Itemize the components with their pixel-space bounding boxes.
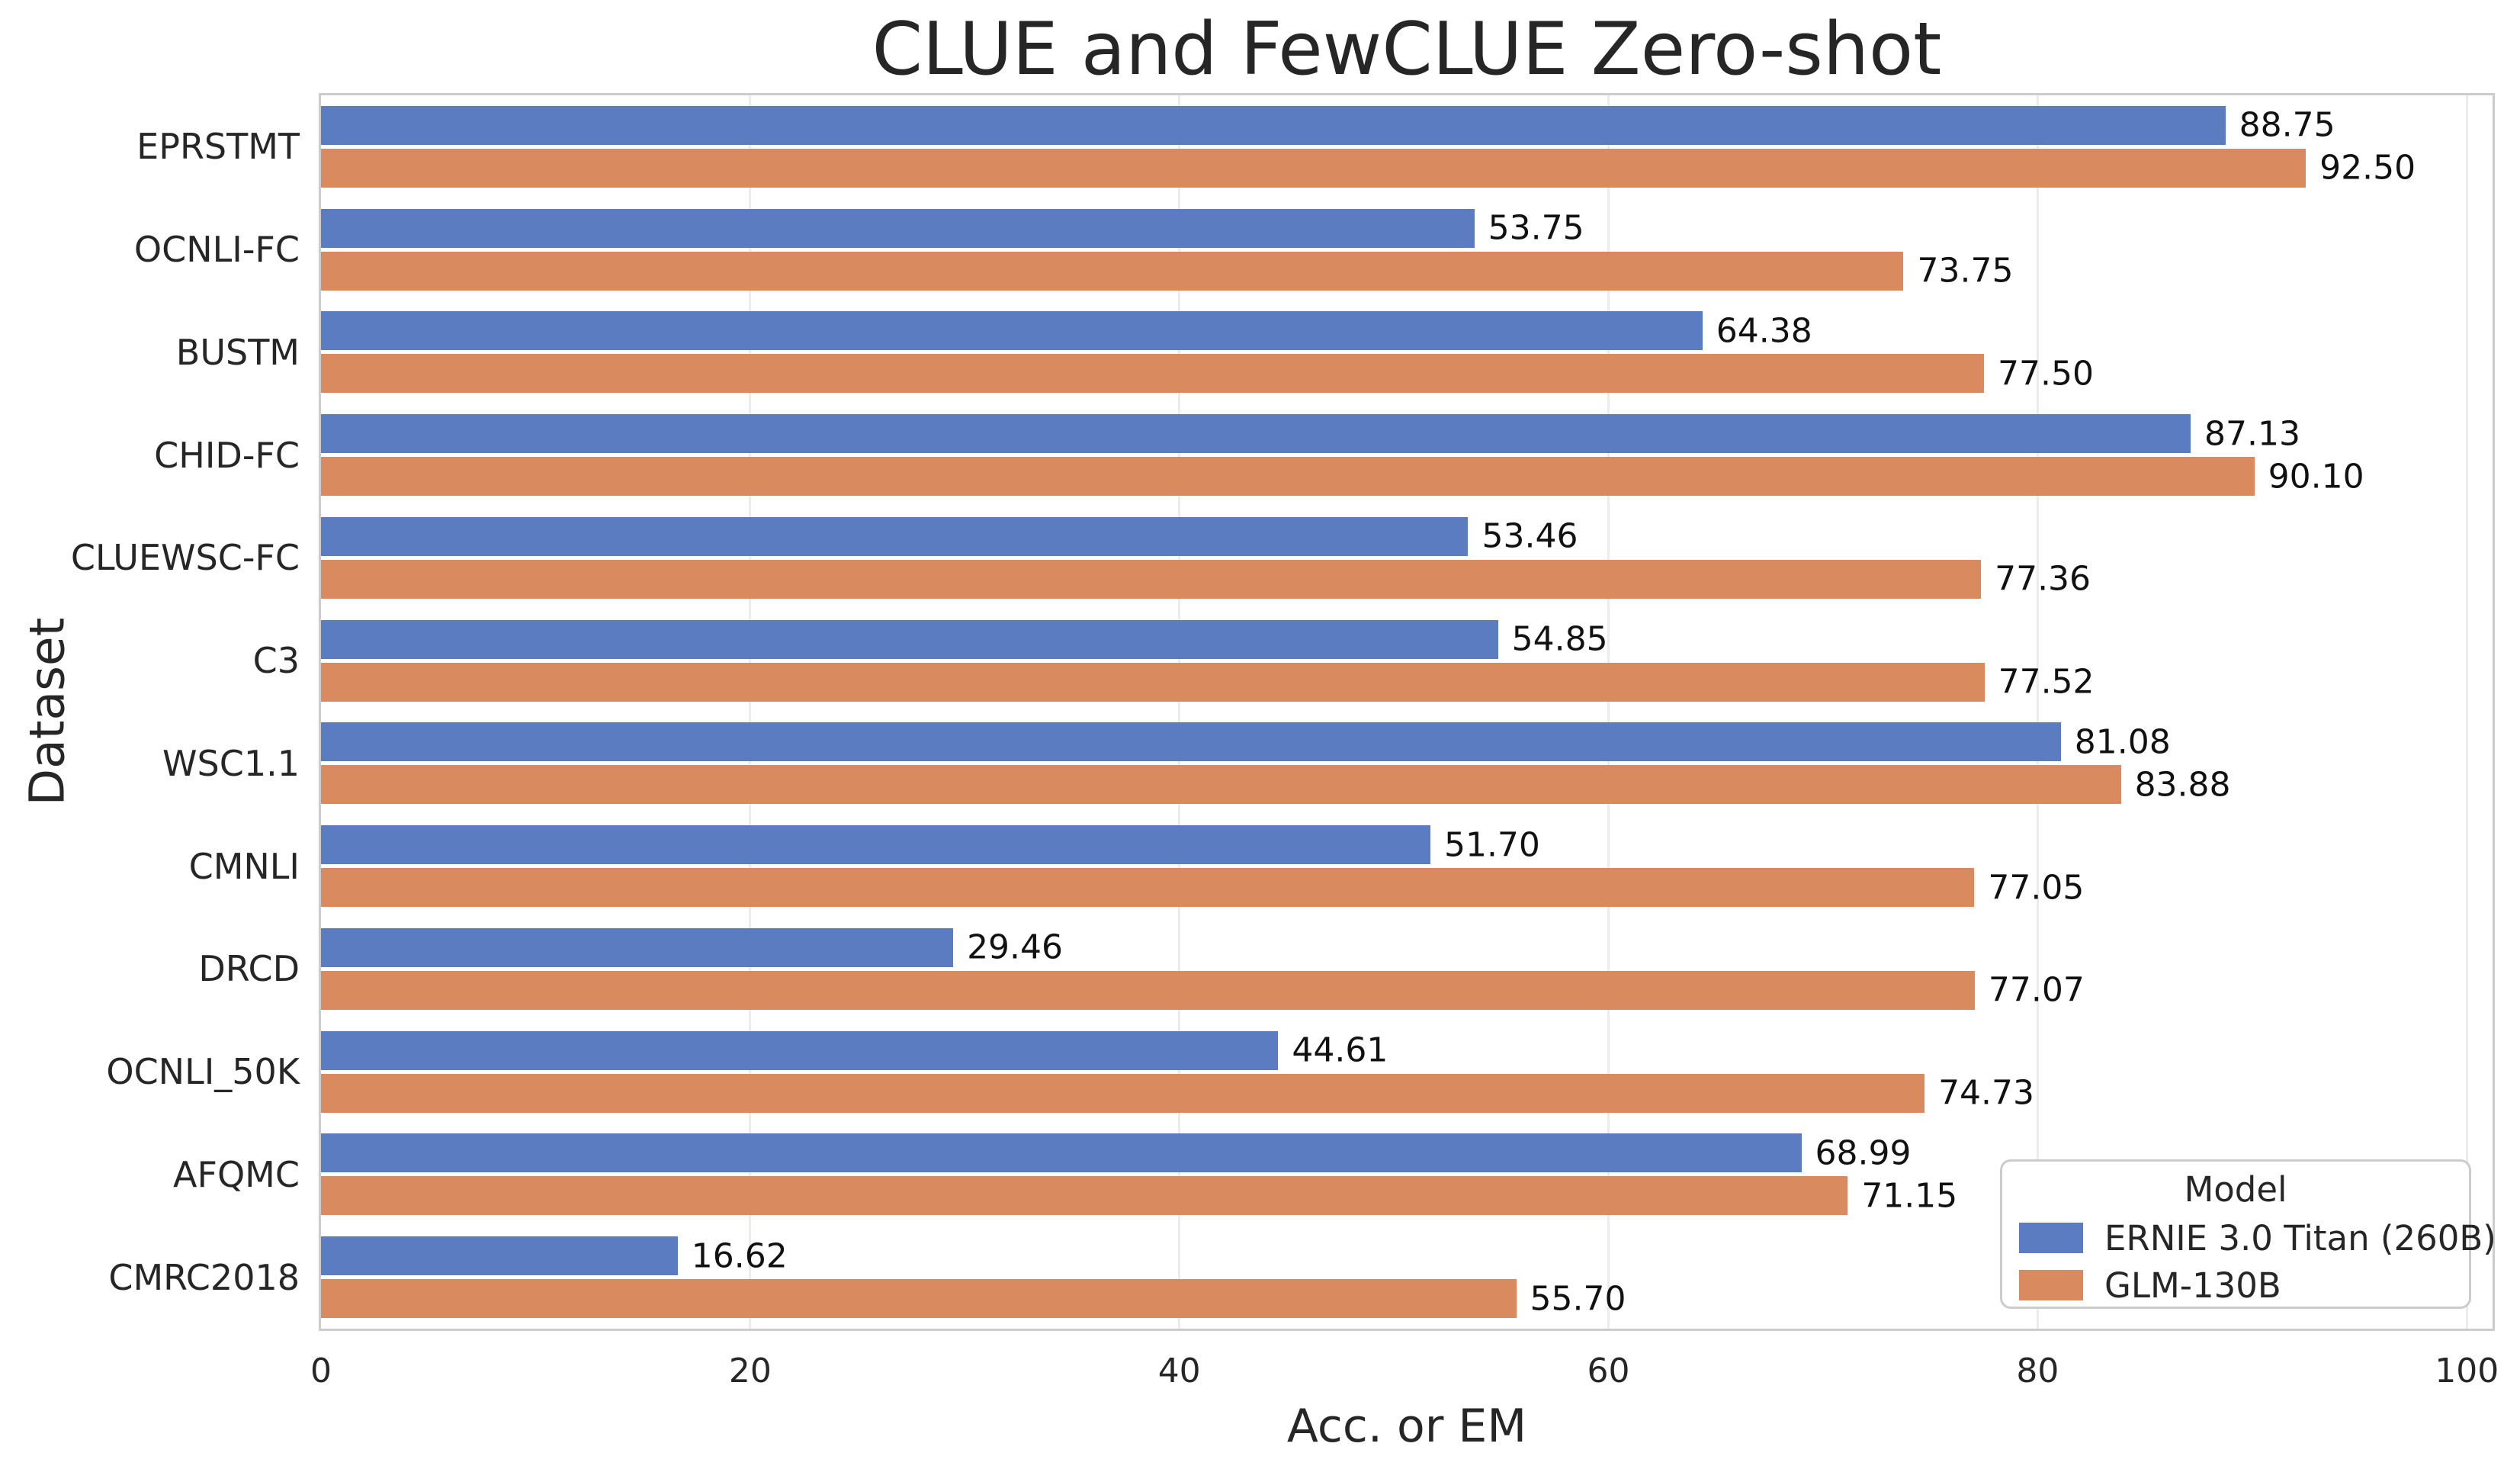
bar-value-label: 77.52	[1998, 662, 2095, 702]
bar-ernie-titan	[321, 619, 1498, 659]
gridline	[749, 95, 752, 1329]
bar-value-label: 55.70	[1530, 1279, 1626, 1319]
y-tick-label: EPRSTMT	[136, 126, 300, 168]
legend-label: GLM-130B	[2104, 1265, 2281, 1306]
chart-title: CLUE and FewCLUE Zero-shot	[872, 8, 1942, 92]
bar-value-label: 74.73	[1938, 1073, 2035, 1113]
bar-glm-130b	[321, 457, 2255, 497]
gridline	[1178, 95, 1181, 1329]
x-tick-label: 20	[728, 1352, 772, 1390]
bar-ernie-titan	[321, 1236, 678, 1276]
bar-ernie-titan	[321, 414, 2191, 454]
legend-title: Model	[2184, 1169, 2287, 1210]
bar-value-label: 44.61	[1292, 1030, 1388, 1070]
x-tick-label: 40	[1157, 1352, 1201, 1390]
y-tick-label: AFQMC	[173, 1153, 300, 1195]
x-tick-label: 60	[1587, 1352, 1630, 1390]
y-tick-label: OCNLI-FC	[133, 229, 300, 271]
bar-value-label: 73.75	[1917, 251, 2014, 291]
bar-value-label: 64.38	[1716, 311, 1812, 351]
bar-ernie-titan	[321, 1133, 1802, 1173]
bar-value-label: 71.15	[1861, 1176, 1958, 1216]
x-tick-label: 80	[2016, 1352, 2059, 1390]
bar-glm-130b	[321, 559, 1982, 599]
bar-value-label: 88.75	[2239, 105, 2335, 145]
y-axis-label: Dataset	[19, 617, 75, 806]
legend-swatch	[2019, 1270, 2083, 1300]
y-tick-label: CMNLI	[188, 845, 300, 887]
bar-value-label: 29.46	[967, 927, 1064, 967]
bar-glm-130b	[321, 868, 1975, 908]
bar-value-label: 83.88	[2134, 765, 2231, 805]
bar-ernie-titan	[321, 722, 2061, 762]
legend-swatch	[2019, 1223, 2083, 1253]
bar-value-label: 68.99	[1815, 1133, 1912, 1173]
bar-glm-130b	[321, 148, 2307, 188]
legend-entries: ERNIE 3.0 Titan (260B) GLM-130B	[2019, 1214, 2496, 1309]
y-tick-label: WSC1.1	[162, 742, 300, 784]
y-tick-label: DRCD	[198, 948, 300, 990]
x-tick-label: 100	[2435, 1352, 2499, 1390]
y-tick-label: C3	[252, 640, 300, 682]
bar-value-label: 51.70	[1443, 825, 1540, 865]
bar-ernie-titan	[321, 208, 1475, 248]
bar-value-label: 54.85	[1511, 619, 1608, 659]
x-tick-label: 0	[310, 1352, 332, 1390]
gridline	[1607, 95, 1610, 1329]
bar-glm-130b	[321, 970, 1975, 1010]
y-tick-label: OCNLI_50K	[106, 1051, 300, 1093]
bar-ernie-titan	[321, 105, 2226, 145]
x-axis-label: Acc. or EM	[1286, 1400, 1527, 1453]
legend-entry: ERNIE 3.0 Titan (260B)	[2019, 1214, 2496, 1262]
bar-glm-130b	[321, 1279, 1517, 1319]
y-tick-label: BUSTM	[175, 331, 300, 373]
bar-value-label: 16.62	[691, 1236, 788, 1276]
bar-ernie-titan	[321, 1030, 1279, 1070]
bar-value-label: 77.07	[1988, 970, 2085, 1010]
bar-value-label: 87.13	[2204, 414, 2300, 454]
y-tick-label: CLUEWSC-FC	[70, 537, 300, 579]
bar-glm-130b	[321, 662, 1985, 702]
bar-glm-130b	[321, 1176, 1848, 1216]
bar-ernie-titan	[321, 927, 954, 967]
bar-value-label: 77.05	[1988, 868, 2085, 908]
bar-ernie-titan	[321, 516, 1469, 556]
bar-ernie-titan	[321, 311, 1703, 351]
y-tick-label: CMRC2018	[108, 1256, 300, 1298]
bar-ernie-titan	[321, 825, 1430, 865]
gridline	[2036, 95, 2039, 1329]
legend-label: ERNIE 3.0 Titan (260B)	[2104, 1217, 2496, 1258]
bar-value-label: 77.36	[1995, 559, 2091, 599]
y-tick-label: CHID-FC	[154, 434, 300, 476]
bar-glm-130b	[321, 251, 1904, 291]
plot-area: Model ERNIE 3.0 Titan (260B) GLM-130B EPR…	[71, 93, 2496, 1331]
legend: Model ERNIE 3.0 Titan (260B) GLM-130B	[2000, 1159, 2496, 1309]
bar-value-label: 53.46	[1482, 516, 1578, 556]
bar-glm-130b	[321, 1073, 1925, 1113]
bar-value-label: 53.75	[1488, 208, 1584, 248]
bar-value-label: 90.10	[2268, 457, 2364, 497]
bar-glm-130b	[321, 765, 2121, 805]
bar-value-label: 77.50	[1998, 354, 2094, 394]
bar-glm-130b	[321, 354, 1985, 394]
legend-entry: GLM-130B	[2019, 1262, 2452, 1309]
bar-value-label: 81.08	[2074, 722, 2171, 762]
gridline	[2465, 95, 2468, 1329]
bar-value-label: 92.50	[2319, 148, 2416, 188]
